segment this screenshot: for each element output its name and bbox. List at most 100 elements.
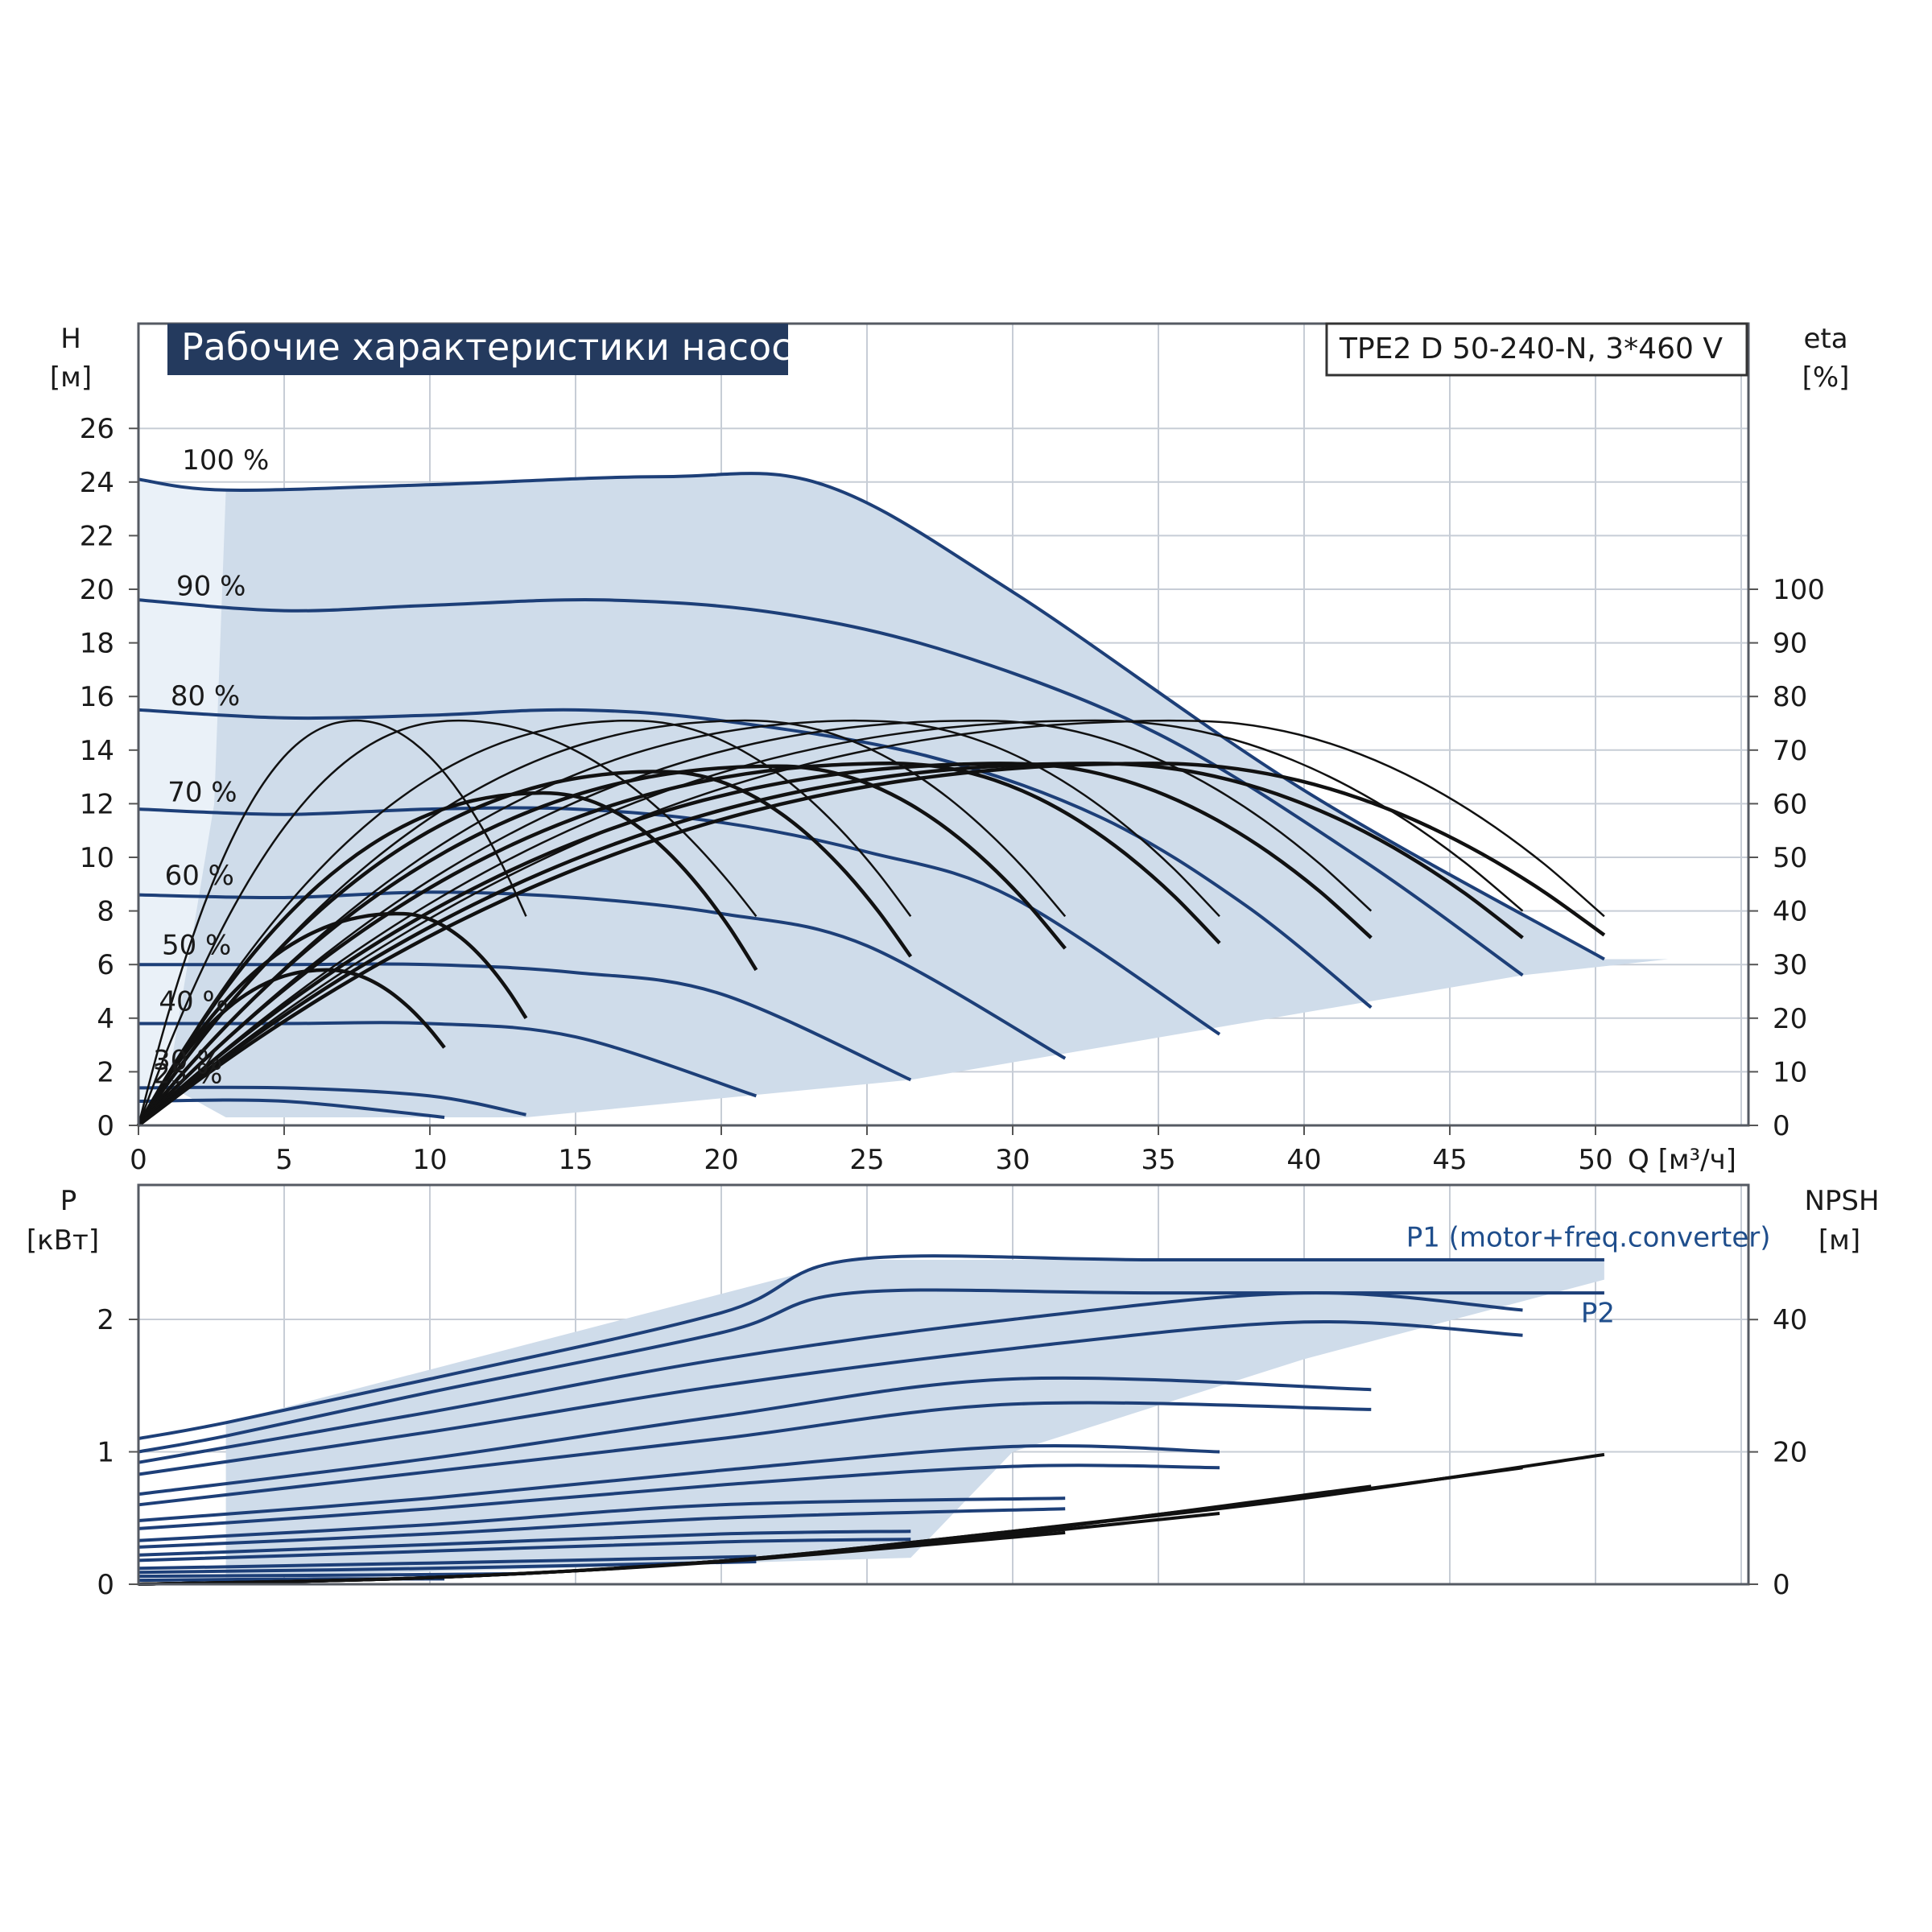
y-right-unit-top: [%] (1802, 361, 1850, 394)
operating-region-top-edge (138, 479, 226, 1118)
y-right-name-top: eta (1803, 323, 1847, 355)
x-tick-label: 40 (1286, 1144, 1321, 1176)
head-curve (138, 1085, 526, 1117)
y-right-tick-label: 40 (1773, 896, 1807, 928)
head-curve (138, 806, 1221, 1036)
y-right-tick-label: 50 (1773, 842, 1807, 874)
power-curve (138, 1376, 1372, 1496)
operating-region-top (167, 473, 1669, 1118)
x-axis-label: Q [м³/ч] (1628, 1144, 1736, 1176)
head-curve (138, 598, 1524, 977)
efficiency-curve (137, 762, 1606, 1127)
power-curve (138, 1319, 1523, 1476)
speed-label: 90 % (176, 570, 246, 602)
x-tick-label: 0 (130, 1144, 147, 1176)
tick-labels: 0 5 10 15 20 25 30 35 40 45 5002468101214161820222… (80, 413, 1825, 1601)
y-right-tick-label: 100 (1773, 574, 1825, 606)
p-tick-label: 0 (97, 1569, 114, 1601)
speed-label: 30 % (153, 1045, 222, 1077)
y-left-tick-label: 2 (97, 1056, 114, 1088)
head-curve (138, 890, 1067, 1060)
y-left-unit-top: [м] (50, 361, 92, 394)
speed-label: 25 % (153, 1058, 222, 1090)
y-left-tick-label: 24 (80, 467, 114, 499)
power-curve (138, 1290, 1523, 1464)
power-curve (138, 1288, 1604, 1454)
efficiency-curve (137, 719, 912, 1126)
npsh-curve (138, 1530, 1066, 1586)
y-left-tick-label: 16 (80, 681, 114, 713)
head-curve (138, 1098, 445, 1119)
y-left-name-bottom: P (60, 1185, 77, 1217)
efficiency-curve (137, 762, 1524, 1127)
speed-label: 40 % (159, 985, 228, 1018)
y-right-tick-label: 70 (1773, 735, 1807, 767)
power-curve (138, 1496, 1066, 1542)
operating-region-bottom (225, 1259, 1604, 1578)
x-tick-label: 50 (1578, 1144, 1612, 1176)
power-curve (138, 1554, 757, 1571)
speed-label: 60 % (165, 860, 234, 892)
y-left-tick-label: 12 (80, 788, 114, 820)
y-left-tick-label: 20 (80, 574, 114, 606)
x-tick-label: 20 (704, 1144, 738, 1176)
y-left-tick-label: 8 (97, 896, 114, 928)
frames (137, 322, 1750, 1586)
p-tick-label: 1 (97, 1437, 114, 1469)
efficiency-curve (137, 719, 527, 1126)
x-tick-label: 15 (558, 1144, 592, 1176)
speed-label: 100 % (182, 444, 269, 477)
x-tick-label: 25 (849, 1144, 884, 1176)
power-curve (138, 1443, 1220, 1522)
y-right-tick-label: 0 (1773, 1110, 1790, 1142)
y-right-tick-label: 10 (1773, 1056, 1807, 1088)
y-left-tick-label: 22 (80, 520, 114, 552)
power-curve (138, 1463, 1220, 1530)
power-curve (138, 1530, 911, 1557)
y-left-tick-label: 6 (97, 949, 114, 981)
chart-title: Рабочие характеристики насоса (181, 325, 815, 369)
power-curve (138, 1538, 911, 1563)
y-left-tick-label: 0 (97, 1110, 114, 1142)
top-plot-frame (137, 322, 1750, 1127)
model-box (1325, 322, 1748, 377)
efficiency-curve (137, 770, 913, 1127)
power-series-label: P2 (1581, 1297, 1615, 1329)
y-left-tick-label: 26 (80, 413, 114, 445)
x-tick-label: 5 (275, 1144, 293, 1176)
efficiency-curve (137, 762, 1373, 1127)
y-left-tick-label: 4 (97, 1003, 114, 1035)
power-curve (138, 1401, 1372, 1507)
y-right-tick-label: 60 (1773, 788, 1807, 820)
title-box (167, 324, 788, 375)
y-right-tick-label: 20 (1773, 1003, 1807, 1035)
y-right-name-bottom: NPSH (1804, 1185, 1879, 1217)
speed-label: 50 % (162, 930, 231, 962)
curves (137, 472, 1606, 1586)
model-label: TPE2 D 50-240-N, 3*460 V (1339, 332, 1723, 365)
efficiency-curve (138, 719, 1605, 1126)
power-curve (138, 1254, 1604, 1440)
y-right-unit-bottom: [м] (1818, 1224, 1860, 1257)
x-tick-label: 45 (1432, 1144, 1467, 1176)
y-right-tick-label: 80 (1773, 681, 1807, 713)
npsh-tick-label: 20 (1773, 1437, 1807, 1469)
bottom-plot-frame (137, 1183, 1750, 1586)
head-curve (138, 962, 912, 1082)
npsh-tick-label: 0 (1773, 1569, 1790, 1601)
y-right-tick-label: 30 (1773, 949, 1807, 981)
y-left-unit-bottom: [кВт] (27, 1224, 99, 1257)
y-left-tick-label: 18 (80, 628, 114, 660)
speed-label: 70 % (167, 777, 237, 809)
p-tick-label: 2 (97, 1304, 114, 1336)
speed-label: 80 % (171, 680, 240, 712)
efficiency-curve (137, 911, 528, 1127)
efficiency-curve (137, 719, 758, 1126)
head-curve (138, 1021, 758, 1098)
x-tick-label: 30 (995, 1144, 1030, 1176)
efficiency-curve (137, 764, 1067, 1127)
y-right-tick-label: 90 (1773, 628, 1807, 660)
power-series-label: P1 (motor+freq.converter) (1406, 1222, 1771, 1254)
power-curve (138, 1507, 1066, 1549)
